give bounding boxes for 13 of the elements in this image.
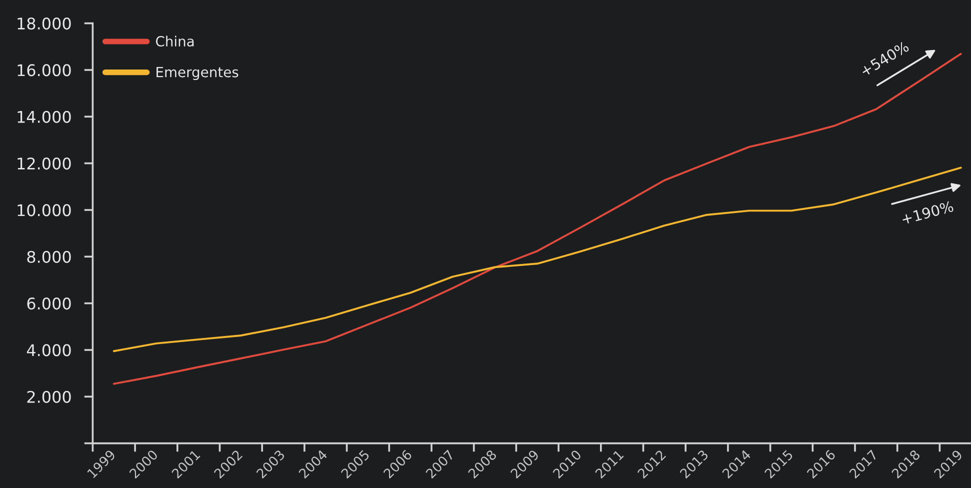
y-tick-label: 16.000 (18, 64, 71, 76)
annotation: +190% (901, 200, 954, 225)
y-tick-label: 10.000 (18, 204, 71, 216)
y-tick-label: 18.000 (18, 18, 71, 30)
legend-label: China (156, 36, 194, 47)
legend-label: Emergentes (156, 67, 238, 80)
y-tick-label: 4.000 (26, 344, 71, 356)
y-tick-label: 6.000 (27, 298, 71, 310)
y-tick-label: 8.000 (27, 250, 71, 263)
y-tick-label: 12.000 (18, 158, 71, 170)
y-tick-label: 2.000 (27, 390, 71, 403)
line-series (112, 166, 962, 352)
y-tick-label: 14.000 (18, 110, 71, 123)
